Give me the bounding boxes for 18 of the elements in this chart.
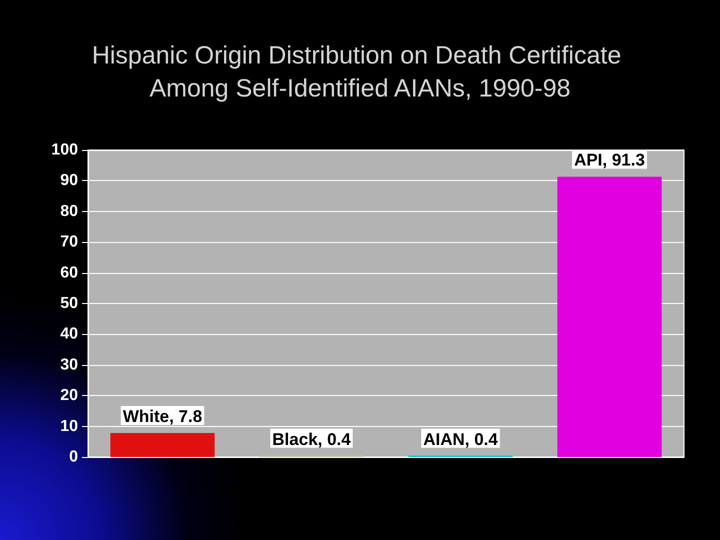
y-tick-label: 70 (60, 234, 78, 251)
y-tick-label: 0 (69, 448, 78, 466)
data-label: API, 91.3 (574, 150, 645, 170)
y-tick-label: 20 (60, 387, 78, 404)
data-label: White, 7.8 (122, 407, 202, 426)
y-tick-label: 50 (60, 295, 78, 312)
y-tick-label: 30 (60, 356, 78, 374)
y-tick-label: 100 (51, 142, 78, 158)
y-tick-label: 60 (60, 264, 78, 282)
data-label: AIAN, 0.4 (423, 430, 498, 449)
bar (110, 433, 215, 457)
y-tick-label: 90 (60, 172, 78, 190)
y-tick-label: 80 (60, 202, 78, 220)
y-tick-label: 10 (60, 418, 78, 435)
bar (557, 176, 662, 457)
y-tick-label: 40 (60, 326, 78, 343)
data-label: Black, 0.4 (272, 430, 352, 449)
chart-title: Hispanic Origin Distribution on Death Certificate Among Self-Identified AIANs, 1990-98 (92, 42, 628, 102)
